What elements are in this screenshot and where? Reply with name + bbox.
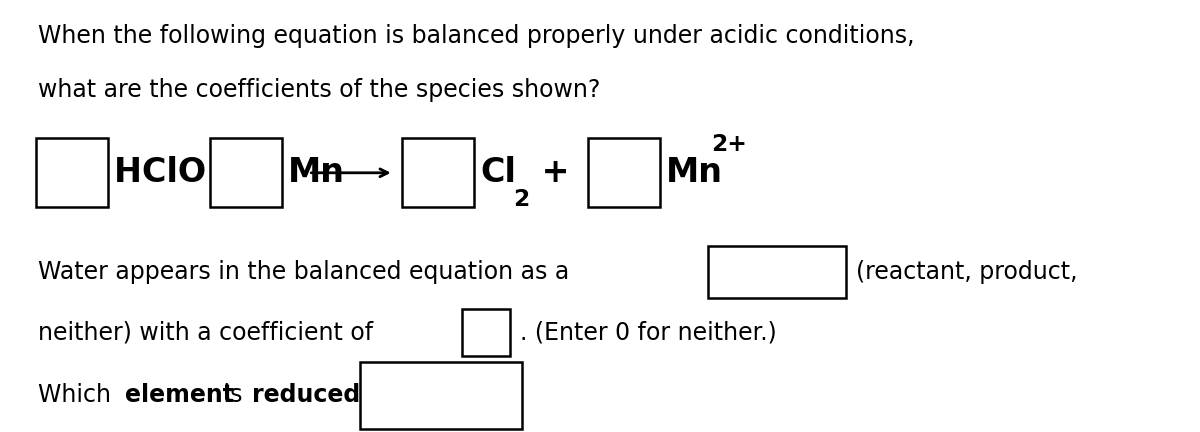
FancyBboxPatch shape (708, 246, 846, 298)
Text: element: element (125, 383, 234, 407)
FancyBboxPatch shape (210, 138, 282, 207)
Text: Water appears in the balanced equation as a: Water appears in the balanced equation a… (38, 260, 570, 284)
Text: Mn: Mn (666, 156, 724, 189)
Text: is: is (216, 383, 250, 407)
Text: (reactant, product,: (reactant, product, (856, 260, 1078, 284)
Text: neither) with a coefficient of: neither) with a coefficient of (38, 321, 373, 345)
FancyBboxPatch shape (360, 362, 522, 429)
FancyBboxPatch shape (588, 138, 660, 207)
FancyBboxPatch shape (462, 309, 510, 356)
Text: HClO +: HClO + (114, 156, 246, 189)
Text: Mn: Mn (288, 156, 346, 189)
Text: 2+: 2+ (712, 133, 748, 156)
FancyBboxPatch shape (36, 138, 108, 207)
Text: what are the coefficients of the species shown?: what are the coefficients of the species… (38, 78, 601, 102)
Text: 2: 2 (514, 188, 530, 211)
Text: . (Enter 0 for neither.): . (Enter 0 for neither.) (520, 321, 776, 345)
Text: +: + (530, 156, 570, 189)
Text: When the following equation is balanced properly under acidic conditions,: When the following equation is balanced … (38, 24, 914, 48)
Text: Cl: Cl (480, 156, 516, 189)
FancyBboxPatch shape (402, 138, 474, 207)
Text: Which: Which (38, 383, 119, 407)
Text: reduced?: reduced? (252, 383, 374, 407)
